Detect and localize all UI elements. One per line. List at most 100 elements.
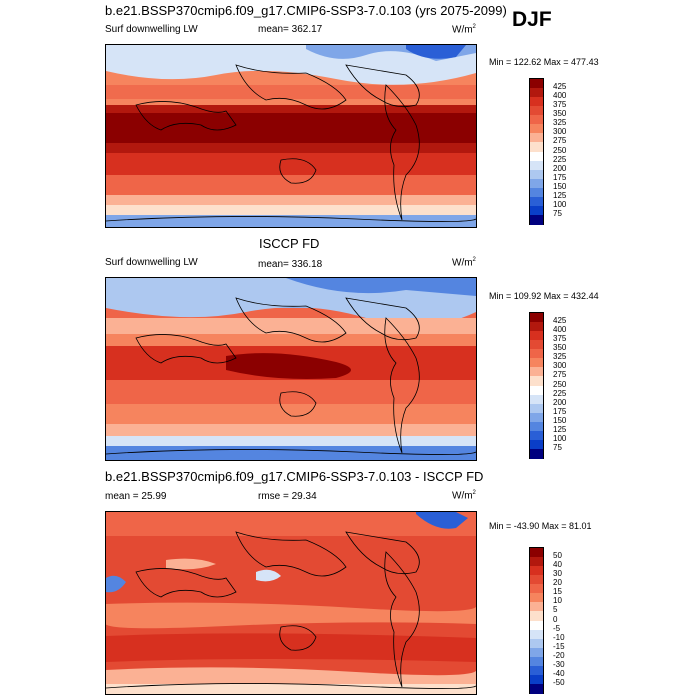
- colorbar-swatch: [530, 124, 543, 134]
- colorbar-tick-label: 125: [553, 424, 567, 434]
- colorbar-swatch: [530, 430, 543, 441]
- colorbar-swatch: [530, 322, 543, 332]
- colorbar-swatch: [530, 79, 543, 89]
- colorbar-tick-label: 40: [553, 560, 562, 570]
- colorbar-tick-label: 20: [553, 578, 562, 588]
- colorbar-tick-label: 150: [553, 181, 567, 191]
- colorbar-swatch: [530, 638, 543, 649]
- panel2-title: ISCCP FD: [259, 236, 320, 251]
- colorbar-tick-label: 250: [553, 145, 567, 155]
- colorbar-swatch: [530, 151, 543, 162]
- colorbar-swatch: [530, 575, 543, 585]
- colorbar-swatch: [530, 88, 543, 98]
- colorbar-swatch: [530, 178, 543, 189]
- panel3-map: [105, 511, 477, 695]
- colorbar-swatch: [530, 133, 543, 143]
- colorbar-tick-label: 425: [553, 316, 567, 326]
- colorbar-swatch: [530, 412, 543, 423]
- colorbar-tick-label: 175: [553, 172, 567, 182]
- colorbar-tick-label: 30: [553, 569, 562, 579]
- colorbar-tick-label: -5: [553, 623, 561, 633]
- colorbar-swatch: [530, 376, 543, 386]
- colorbar-tick-label: 275: [553, 370, 567, 380]
- panel3-units: W/m2: [452, 490, 476, 502]
- colorbar-swatch: [530, 439, 543, 450]
- panel1-minmax: Min = 122.62 Max = 477.43: [489, 57, 599, 67]
- colorbar-swatch: [530, 196, 543, 207]
- colorbar-tick-label: 225: [553, 388, 567, 398]
- colorbar-tick-label: 175: [553, 406, 567, 416]
- colorbar-swatch: [530, 548, 543, 558]
- colorbar-tick-label: 15: [553, 587, 562, 597]
- colorbar-swatch: [530, 205, 543, 216]
- panel2-minmax: Min = 109.92 Max = 432.44: [489, 291, 599, 301]
- colorbar-tick-label: 425: [553, 82, 567, 92]
- panel3-rmse-label: rmse = 29.34: [258, 491, 317, 502]
- colorbar-tick-label: 400: [553, 325, 567, 335]
- colorbar-swatch: [530, 142, 543, 152]
- colorbar-tick-label: 100: [553, 199, 567, 209]
- colorbar-swatch: [530, 313, 543, 323]
- colorbar-swatch: [530, 683, 543, 694]
- colorbar-tick-label: 200: [553, 397, 567, 407]
- colorbar-tick-label: 275: [553, 136, 567, 146]
- panel1-colorbar: [529, 78, 544, 225]
- colorbar-swatch: [530, 593, 543, 603]
- colorbar-swatch: [530, 340, 543, 350]
- colorbar-swatch: [530, 584, 543, 594]
- panel3-minmax: Min = -43.90 Max = 81.01: [489, 521, 592, 531]
- colorbar-tick-label: 250: [553, 379, 567, 389]
- colorbar-tick-label: 5: [553, 605, 558, 615]
- colorbar-tick-label: 75: [553, 442, 562, 452]
- colorbar-swatch: [530, 602, 543, 612]
- colorbar-swatch: [530, 97, 543, 107]
- colorbar-tick-label: -10: [553, 632, 565, 642]
- panel2-mean-label: mean= 336.18: [258, 259, 323, 270]
- colorbar-swatch: [530, 629, 543, 640]
- colorbar-swatch: [530, 647, 543, 658]
- colorbar-swatch: [530, 331, 543, 341]
- colorbar-tick-label: 350: [553, 109, 567, 119]
- colorbar-swatch: [530, 656, 543, 667]
- panel2-variable-label: Surf downwelling LW: [105, 257, 198, 268]
- colorbar-tick-label: 0: [553, 614, 558, 624]
- colorbar-tick-label: 375: [553, 100, 567, 110]
- colorbar-tick-label: -20: [553, 650, 565, 660]
- season-label: DJF: [512, 8, 552, 31]
- colorbar-tick-label: -50: [553, 677, 565, 687]
- panel1-mean-label: mean= 362.17: [258, 24, 323, 35]
- panel3-title: b.e21.BSSP370cmip6.f09_g17.CMIP6-SSP3-7.…: [105, 469, 484, 484]
- colorbar-swatch: [530, 358, 543, 368]
- colorbar-tick-label: 10: [553, 596, 562, 606]
- colorbar-swatch: [530, 367, 543, 377]
- colorbar-tick-label: 50: [553, 551, 562, 561]
- colorbar-swatch: [530, 115, 543, 125]
- colorbar-swatch: [530, 665, 543, 676]
- colorbar-tick-label: 350: [553, 343, 567, 353]
- colorbar-swatch: [530, 214, 543, 225]
- colorbar-tick-label: 400: [553, 91, 567, 101]
- colorbar-swatch: [530, 403, 543, 414]
- colorbar-swatch: [530, 448, 543, 459]
- colorbar-swatch: [530, 620, 543, 631]
- colorbar-swatch: [530, 349, 543, 359]
- panel1-map: [105, 44, 477, 228]
- colorbar-swatch: [530, 106, 543, 116]
- colorbar-tick-label: 75: [553, 208, 562, 218]
- colorbar-tick-label: 100: [553, 433, 567, 443]
- colorbar-tick-label: -40: [553, 668, 565, 678]
- panel3-colorbar: [529, 547, 544, 694]
- colorbar-tick-label: 300: [553, 127, 567, 137]
- panel1-title: b.e21.BSSP370cmip6.f09_g17.CMIP6-SSP3-7.…: [105, 3, 507, 18]
- panel1-units: W/m2: [452, 24, 476, 36]
- colorbar-tick-label: 325: [553, 118, 567, 128]
- colorbar-tick-label: 300: [553, 361, 567, 371]
- panel2-map: [105, 277, 477, 461]
- colorbar-swatch: [530, 187, 543, 198]
- colorbar-tick-label: 325: [553, 352, 567, 362]
- panel3-mean-label: mean = 25.99: [105, 491, 167, 502]
- colorbar-tick-label: 225: [553, 154, 567, 164]
- colorbar-tick-label: 200: [553, 163, 567, 173]
- colorbar-tick-label: -30: [553, 659, 565, 669]
- colorbar-tick-label: 375: [553, 334, 567, 344]
